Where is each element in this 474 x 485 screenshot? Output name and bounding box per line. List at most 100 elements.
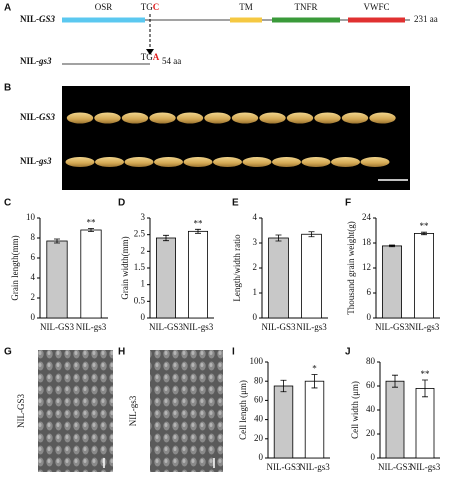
y-tick-label: 2: [253, 262, 258, 272]
protein-length: 231 aa: [414, 14, 438, 24]
allele-label: NIL-gs3: [20, 156, 52, 166]
domain-label: TM: [239, 2, 253, 12]
bar: [301, 233, 322, 319]
y-tick-label: 6: [367, 287, 372, 297]
y-tick-label: 1: [253, 287, 258, 297]
panel-label: E: [232, 198, 239, 209]
x-tick-label: NIL-GS3: [262, 322, 296, 332]
x-tick-label: NIL-GS3: [40, 322, 74, 332]
y-axis-label: Grain length(mm): [10, 235, 20, 300]
bar: [415, 387, 435, 459]
x-tick-label: NIL-gs3: [410, 462, 441, 472]
y-tick-label: 0: [371, 452, 376, 462]
micrograph-label: NIL-GS3: [16, 394, 26, 428]
grain: [341, 112, 369, 124]
error-bar: [163, 234, 169, 242]
y-tick-label: 0: [141, 312, 146, 322]
grain: [124, 157, 154, 167]
bar: [46, 240, 68, 319]
allele-label: NIL-gs3: [20, 56, 52, 66]
protein-length: 54 aa: [162, 56, 181, 66]
domain-label: OSR: [95, 2, 113, 12]
allele-label: NIL-GS3: [20, 112, 56, 122]
bar: [273, 385, 294, 459]
grain: [286, 112, 314, 124]
domain: [62, 17, 145, 23]
allele-prefix: NIL-: [20, 14, 39, 24]
codon-stem: TG: [141, 2, 153, 12]
x-tick-label: NIL-GS3: [267, 462, 301, 472]
y-tick-label: 20: [366, 428, 376, 438]
allele-gene: GS3: [39, 14, 56, 24]
x-tick-label: NIL-gs3: [76, 322, 107, 332]
grain: [94, 112, 121, 124]
grain: [242, 157, 272, 167]
x-tick-label: NIL-gs3: [296, 322, 327, 332]
y-tick-label: 0: [31, 312, 36, 322]
error-bar: [308, 231, 315, 238]
y-tick-label: 60: [366, 380, 376, 390]
significance: **: [421, 369, 431, 379]
domain: [348, 17, 405, 23]
grain: [231, 112, 259, 124]
grain: [301, 157, 331, 167]
y-tick-label: 0.5: [134, 295, 146, 305]
grain: [272, 157, 301, 167]
codon: TGC: [141, 2, 160, 12]
panel-label: H: [118, 347, 125, 358]
codon-base: A: [153, 52, 160, 62]
allele-prefix: NIL-: [20, 56, 39, 66]
panel-label: D: [118, 198, 125, 209]
domain-label: VWFC: [363, 2, 389, 12]
codon: TGA: [141, 52, 160, 62]
grain: [121, 112, 149, 124]
significance: **: [194, 218, 204, 228]
micrograph: [38, 350, 113, 472]
allele-label: NIL-GS3: [20, 14, 56, 24]
y-tick-label: 20: [254, 433, 264, 443]
y-tick-label: 4: [253, 212, 258, 222]
error-bar: [311, 374, 318, 389]
y-tick-label: 24: [362, 212, 372, 222]
bar: [385, 380, 405, 459]
y-axis-label: Cell width (μm): [350, 381, 360, 439]
domain: [230, 17, 262, 23]
significance: **: [87, 218, 97, 228]
error-bar: [275, 234, 282, 242]
error-bar: [422, 379, 428, 398]
significance: *: [312, 364, 317, 374]
allele-gene: gs3: [38, 56, 52, 66]
error-bar: [389, 244, 395, 248]
bar: [381, 245, 402, 319]
y-tick-label: 100: [250, 356, 264, 366]
allele-prefix: NIL-: [20, 156, 39, 166]
y-tick-label: 2: [141, 245, 146, 255]
y-tick-label: 12: [362, 262, 371, 272]
error-bar: [280, 379, 287, 393]
grain: [66, 112, 94, 124]
y-tick-label: 18: [362, 237, 372, 247]
y-tick-label: 40: [254, 414, 264, 424]
domain: [272, 17, 340, 23]
panel-label: G: [4, 347, 12, 358]
x-tick-label: NIL-GS3: [378, 462, 412, 472]
y-tick-label: 0: [253, 312, 258, 322]
x-tick-label: NIL-gs3: [299, 462, 330, 472]
codon-stem: TG: [141, 52, 153, 62]
y-tick-label: 40: [366, 404, 376, 414]
micrograph: [150, 350, 223, 472]
panel-label: F: [345, 198, 351, 209]
y-tick-label: 60: [254, 394, 264, 404]
grain: [369, 112, 396, 124]
domain-label: TNFR: [294, 2, 317, 12]
grain: [95, 157, 124, 167]
grain: [259, 112, 286, 124]
bar: [187, 230, 208, 319]
grain: [183, 157, 213, 167]
y-axis-label: Grain width(mm): [120, 236, 130, 299]
y-tick-label: 80: [254, 375, 264, 385]
grain: [331, 157, 360, 167]
error-bar: [54, 238, 60, 244]
y-tick-label: 80: [366, 356, 376, 366]
